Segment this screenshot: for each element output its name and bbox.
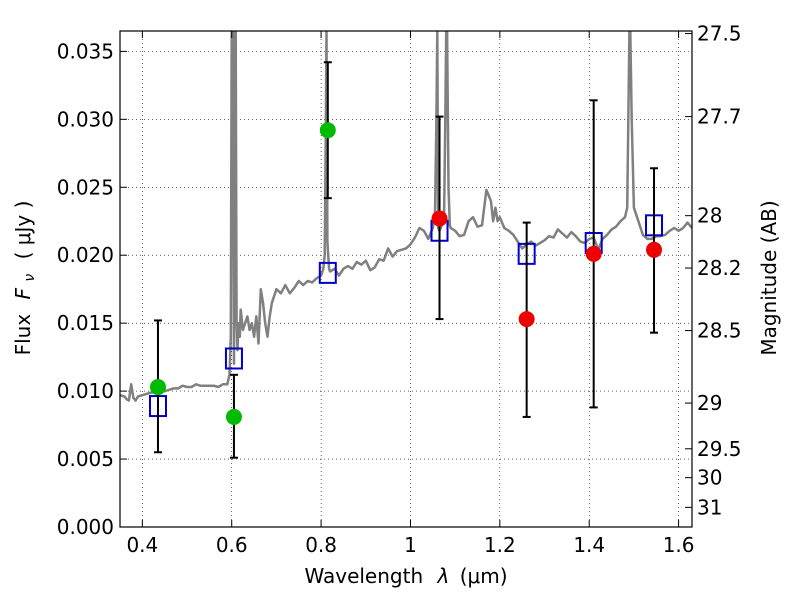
y-tick-label: 0.000: [57, 515, 114, 539]
mag-tick-label: 29.5: [697, 437, 742, 461]
x-axis-title-unit: (μm): [460, 564, 508, 588]
y-tick-label: 0.035: [57, 39, 114, 63]
y-tick-label: 0.005: [57, 447, 114, 471]
model-series: [148, 214, 664, 418]
y-axis-title-subscript: ν: [22, 274, 38, 282]
x-tick-label: 1: [404, 533, 417, 557]
spectrum-line: [120, 31, 692, 402]
observation-point: [585, 245, 602, 262]
x-tick-label: 0.6: [216, 533, 248, 557]
observation-point: [646, 241, 663, 258]
observation-point: [518, 311, 535, 328]
y-axis-title-text: Flux: [11, 314, 35, 356]
observation-point: [225, 408, 242, 425]
y-tick-label: 0.015: [57, 311, 114, 335]
y-tick-label: 0.020: [57, 243, 114, 267]
y2-axis-title: Magnitude (AB): [757, 200, 781, 355]
mag-tick-label: 27.7: [697, 105, 742, 129]
x-axis-title-symbol: λ: [437, 564, 450, 588]
plot-frame: [119, 30, 693, 528]
x-tick-label: 1.6: [663, 533, 695, 557]
mag-tick-label: 30: [697, 466, 722, 490]
mag-tick-label: 27.5: [697, 22, 742, 46]
mag-tick-label: 28: [697, 204, 722, 228]
mag-tick-label: 28.5: [697, 319, 742, 343]
y-axis-title-unit: ( μJy ): [11, 201, 35, 260]
mag-tick-label: 29: [697, 391, 722, 415]
y-tick-label: 0.025: [57, 175, 114, 199]
y-tick-label: 0.030: [57, 107, 114, 131]
x-axis-title: Wavelength λ (μm): [304, 564, 507, 588]
observation-point: [149, 379, 166, 396]
observation-series: [149, 61, 663, 459]
axes: 0.4 0.6 0.8 1 1.2 1.4 1.6 0.000 0.005 0.010 0.015 0…: [57, 22, 742, 557]
y-axis-title-symbol: F: [11, 287, 35, 299]
grid-lines: [120, 31, 692, 528]
y-tick-label: 0.010: [57, 379, 114, 403]
model-box-marker: [224, 347, 243, 370]
x-tick-label: 0.8: [305, 533, 337, 557]
observation-point: [319, 122, 336, 139]
x-tick-label: 0.4: [126, 533, 158, 557]
spectrum-series: [120, 31, 692, 402]
x-axis-title-text: Wavelength: [304, 564, 423, 588]
x-tick-label: 1.2: [484, 533, 516, 557]
y-axis-title: Flux F ν ( μJy ): [11, 201, 39, 356]
model-box-marker: [318, 261, 337, 284]
x-tick-label: 1.4: [573, 533, 605, 557]
mag-tick-label: 31: [697, 495, 722, 519]
mag-tick-label: 28.2: [697, 256, 742, 280]
observation-point: [431, 210, 448, 227]
